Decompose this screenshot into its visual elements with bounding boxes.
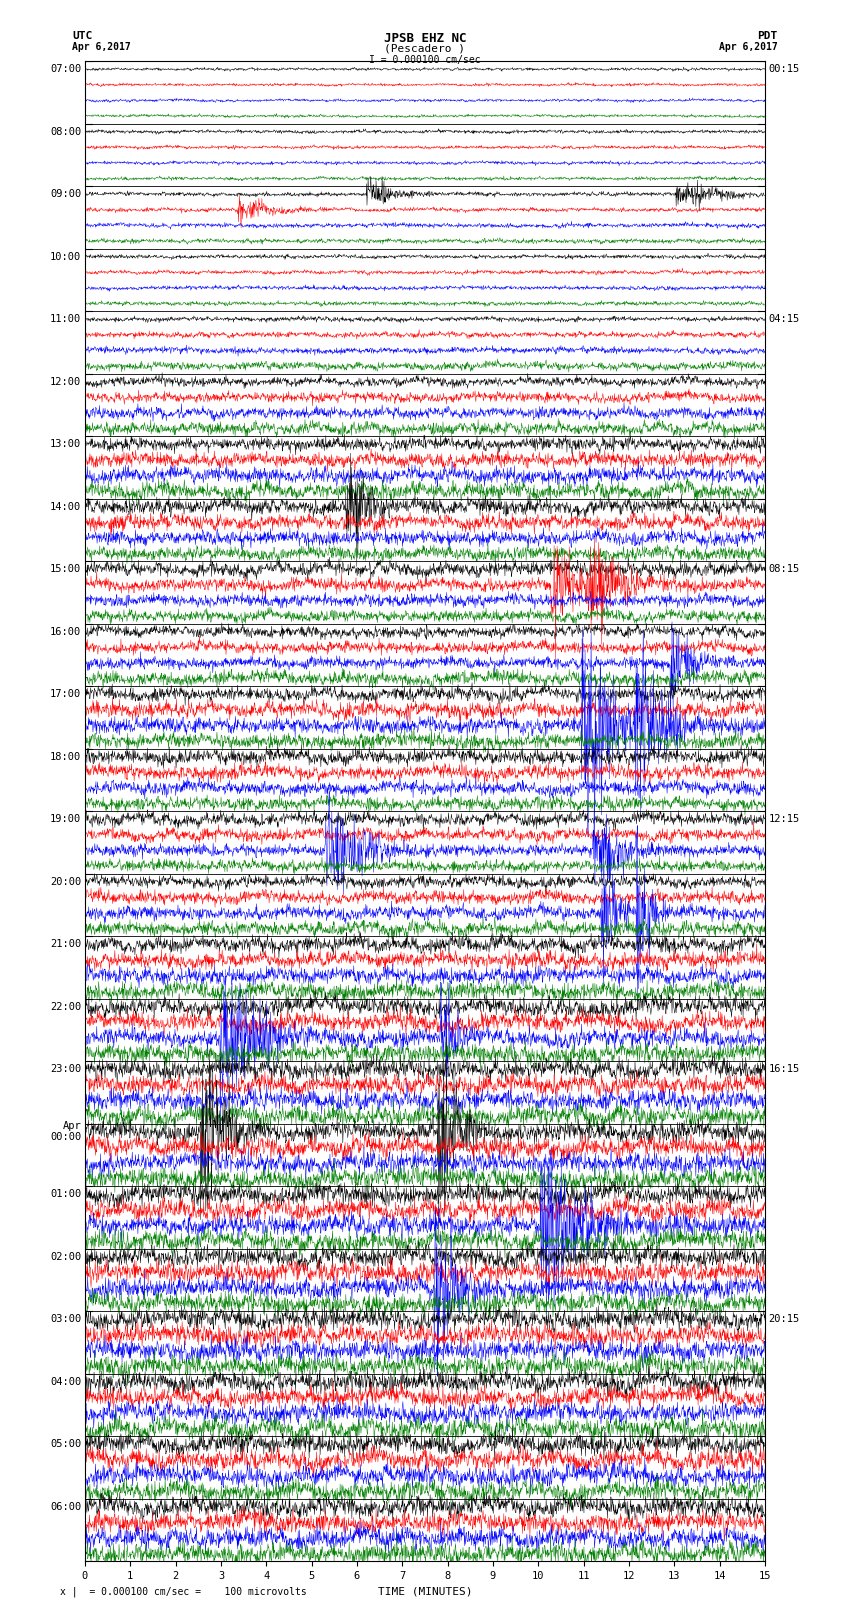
Text: 06:00: 06:00 [50, 1502, 82, 1511]
Text: 13:00: 13:00 [50, 439, 82, 448]
Text: 08:00: 08:00 [50, 126, 82, 137]
Text: 20:00: 20:00 [50, 876, 82, 887]
Text: 21:00: 21:00 [50, 939, 82, 948]
Text: 11:00: 11:00 [50, 315, 82, 324]
Text: 07:00: 07:00 [50, 65, 82, 74]
Text: 19:00: 19:00 [50, 815, 82, 824]
Text: 03:00: 03:00 [50, 1315, 82, 1324]
Text: 04:15: 04:15 [768, 315, 800, 324]
Text: (Pescadero ): (Pescadero ) [384, 44, 466, 53]
Text: UTC: UTC [72, 31, 93, 40]
Text: 20:15: 20:15 [768, 1315, 800, 1324]
Text: 04:00: 04:00 [50, 1376, 82, 1387]
Text: 18:00: 18:00 [50, 752, 82, 761]
Text: 09:00: 09:00 [50, 189, 82, 198]
Text: 10:00: 10:00 [50, 252, 82, 261]
Text: JPSB EHZ NC: JPSB EHZ NC [383, 32, 467, 45]
Text: 17:00: 17:00 [50, 689, 82, 698]
Text: 08:15: 08:15 [768, 565, 800, 574]
Text: Apr 6,2017: Apr 6,2017 [72, 42, 131, 52]
Text: 23:00: 23:00 [50, 1065, 82, 1074]
Text: 02:00: 02:00 [50, 1252, 82, 1261]
Text: 12:00: 12:00 [50, 376, 82, 387]
Text: 22:00: 22:00 [50, 1002, 82, 1011]
Text: 12:15: 12:15 [768, 815, 800, 824]
Text: 01:00: 01:00 [50, 1189, 82, 1198]
Text: 16:00: 16:00 [50, 626, 82, 637]
Text: x |  = 0.000100 cm/sec =    100 microvolts: x | = 0.000100 cm/sec = 100 microvolts [60, 1586, 306, 1597]
Text: 14:00: 14:00 [50, 502, 82, 511]
Text: 00:15: 00:15 [768, 65, 800, 74]
Text: I = 0.000100 cm/sec: I = 0.000100 cm/sec [369, 55, 481, 65]
Text: 16:15: 16:15 [768, 1065, 800, 1074]
Text: Apr 6,2017: Apr 6,2017 [719, 42, 778, 52]
Text: 15:00: 15:00 [50, 565, 82, 574]
X-axis label: TIME (MINUTES): TIME (MINUTES) [377, 1587, 473, 1597]
Text: Apr
00:00: Apr 00:00 [50, 1121, 82, 1142]
Text: 05:00: 05:00 [50, 1439, 82, 1448]
Text: PDT: PDT [757, 31, 778, 40]
